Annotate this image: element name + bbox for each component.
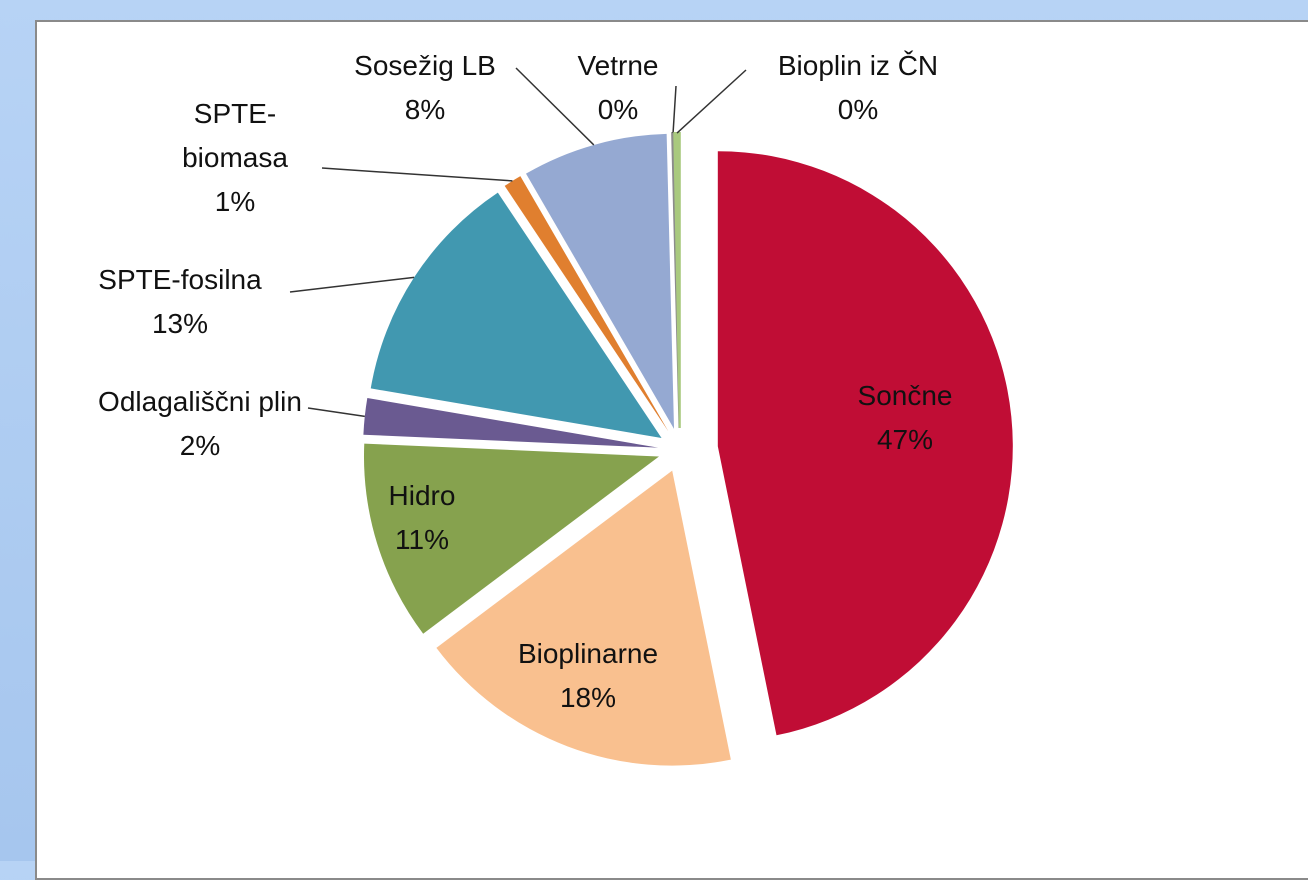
leader-line <box>307 407 365 418</box>
data-label: Hidro 11% <box>342 474 502 562</box>
leader-line <box>289 276 415 293</box>
pie-slice <box>525 133 675 429</box>
value-label: 18% <box>559 682 617 713</box>
data-label: Vetrne 0% <box>548 44 688 132</box>
value-label: 2% <box>179 430 221 461</box>
data-label: Sosežig LB 8% <box>325 44 525 132</box>
value-label: 1% <box>214 186 256 217</box>
pie-slice <box>436 470 731 766</box>
chart <box>289 67 1013 766</box>
leader-line <box>672 85 677 134</box>
value-label: 47% <box>876 424 934 455</box>
leader-line <box>321 167 513 182</box>
pie-slice <box>673 132 681 429</box>
data-label: SPTE-fosilna 13% <box>60 258 300 346</box>
value-label: 13% <box>151 308 209 339</box>
category-label: Hidro <box>388 480 456 511</box>
category-label: Vetrne <box>577 50 659 81</box>
category-label: Sončne <box>857 380 953 411</box>
value-label: 0% <box>837 94 879 125</box>
data-label: Bioplinarne 18% <box>468 632 708 720</box>
category-label: Bioplin iz ČN <box>777 50 939 81</box>
category-label: SPTE-fosilna <box>98 264 262 295</box>
data-label: Bioplin iz ČN 0% <box>738 44 978 132</box>
category-label: Bioplinarne <box>517 638 659 669</box>
leader-line <box>515 67 595 146</box>
pie-slice <box>363 398 659 448</box>
category-label: SPTE-biomasa <box>182 98 288 173</box>
value-label: 11% <box>395 524 449 555</box>
value-label: 8% <box>404 94 446 125</box>
value-label: 0% <box>597 94 639 125</box>
pie-slice <box>370 192 662 439</box>
data-label: Odlagališčni plin 2% <box>80 380 320 468</box>
data-label: Sončne 47% <box>805 374 1005 462</box>
leader-line <box>676 69 747 134</box>
category-label: Odlagališčni plin <box>98 386 302 417</box>
pie-slice <box>363 443 659 634</box>
category-label: Sosežig LB <box>354 50 496 81</box>
pie-slice <box>717 151 1013 736</box>
pie-slice <box>504 176 669 432</box>
data-label: SPTE-biomasa 1% <box>160 92 310 224</box>
